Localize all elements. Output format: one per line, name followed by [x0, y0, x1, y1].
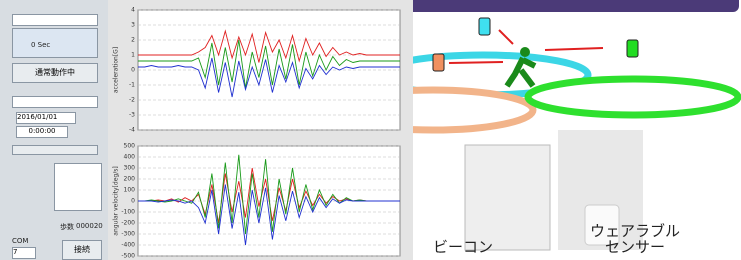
beacon [479, 18, 490, 35]
beacon-label: ビーコン [433, 238, 493, 256]
y-tick-label: -100 [121, 209, 135, 216]
connect-button[interactable]: 接続 [62, 240, 102, 260]
date-text: 2016/01/01 [17, 113, 57, 121]
control-panel: 0 Sec 通常動作中 2016/01/01 0:00:00 歩数 000020… [0, 0, 108, 260]
y-tick-label: -4 [129, 127, 135, 134]
com-port: 7 [13, 248, 17, 256]
person [507, 58, 535, 86]
y-tick-label: 0 [131, 198, 135, 205]
com-label: COM [12, 237, 28, 245]
illustration: ビーコン ウェアラブルセンサー [413, 0, 741, 260]
y-tick-label: 300 [124, 165, 136, 172]
y-tick-label: 2 [131, 37, 135, 44]
y-tick-label: -400 [121, 242, 135, 249]
steps: 000020 [76, 222, 103, 230]
timer: 0 Sec [12, 28, 98, 58]
progress [12, 96, 98, 108]
clock[interactable]: 0:00:00 [16, 126, 68, 138]
y-tick-label: 400 [124, 154, 136, 161]
charts: 4 3 2 1 0 -1 -2 -3 -4 acceleration[G] 500 400 300 200… [108, 0, 413, 260]
y-tick-label: 0 [131, 67, 135, 74]
page: {"left_panel":{"time":"0 Sec","status":"… [0, 0, 741, 260]
y-tick-label: 200 [124, 176, 136, 183]
playback[interactable] [12, 145, 98, 155]
progress [12, 14, 98, 26]
beacon [433, 54, 444, 71]
zone [413, 90, 533, 130]
status[interactable]: 通常動作中 [12, 63, 98, 83]
status-text: 通常動作中 [35, 68, 75, 77]
beacon-photo [465, 145, 550, 250]
y-tick-label: 3 [131, 22, 135, 29]
runner-icon [54, 163, 102, 211]
y-tick-label: 4 [131, 7, 135, 14]
date[interactable]: 2016/01/01 [16, 112, 76, 124]
y-tick-label: -300 [121, 231, 135, 238]
y-tick-label: -200 [121, 220, 135, 227]
y-tick-label: 100 [124, 187, 136, 194]
y-tick-label: -1 [129, 82, 135, 89]
connect-text: 接続 [74, 245, 90, 254]
beacon [627, 40, 638, 57]
steps-label: 歩数 [60, 222, 74, 232]
y-tick-label: 1 [131, 52, 135, 59]
banner [413, 0, 739, 12]
person [520, 47, 530, 57]
clock-text: 0:00:00 [29, 127, 56, 135]
com-select[interactable]: 7 [12, 247, 36, 259]
y-axis-label: angular velocity[deg/s] [113, 166, 120, 235]
time-text: 0 Sec [31, 41, 50, 49]
y-tick-label: -500 [121, 253, 135, 260]
y-tick-label: -3 [129, 112, 135, 119]
y-tick-label: 500 [124, 143, 136, 150]
zone [528, 79, 738, 115]
y-tick-label: -2 [129, 97, 135, 104]
y-axis-label: acceleration[G] [113, 47, 120, 93]
sensor-label: ウェアラブルセンサー [590, 222, 680, 256]
